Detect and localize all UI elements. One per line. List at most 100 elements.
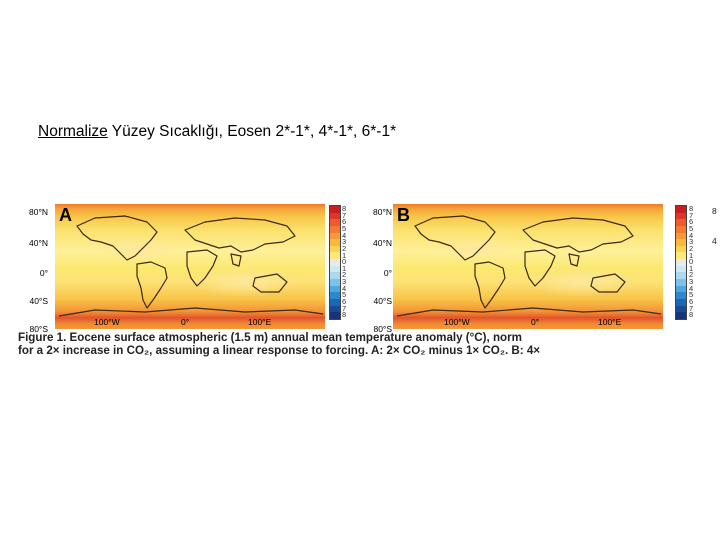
colorbar-tick-label: 3 — [689, 277, 694, 287]
colorbar-tick-label: 6 — [689, 217, 694, 227]
colorbar-tick-label: 3 — [689, 237, 694, 247]
colorbar-cell — [676, 225, 686, 233]
colorbar-cell — [330, 225, 340, 233]
lat-label: 80°S — [373, 324, 392, 334]
colorbar-cell — [676, 279, 686, 286]
colorbar-cell — [676, 298, 686, 306]
colorbar-cell — [676, 272, 686, 280]
lat-label: 40°S — [373, 296, 392, 306]
colorbar-cell — [330, 285, 340, 293]
colorbar-cell — [330, 206, 340, 213]
lat-label: 0° — [39, 268, 48, 278]
colorbar-cell — [330, 272, 340, 280]
colorbar-tick-label: 2 — [689, 270, 694, 280]
colorbar-cell — [330, 239, 340, 246]
colorbar-tick-label: 4 — [342, 230, 347, 240]
lon-label: 0° — [181, 317, 190, 327]
colorbar-cell — [330, 252, 340, 260]
lat-label: 40°S — [29, 296, 48, 306]
colorbar-cell — [676, 245, 686, 253]
colorbar-cell — [676, 212, 686, 220]
colorbar-cell — [330, 212, 340, 220]
colorbar-tick-label: 4 — [689, 283, 694, 293]
colorbar-cell — [330, 312, 340, 319]
australia-outline — [252, 273, 288, 293]
europe-asia-outline — [522, 217, 634, 253]
panel-letter: B — [397, 205, 410, 225]
colorbar-tick-label: 7 — [689, 303, 694, 313]
north-america-outline — [414, 215, 496, 261]
colorbar-cell — [676, 285, 686, 293]
colorbar-tick-label: 5 — [689, 223, 694, 233]
slide-title: Normalize Yüzey Sıcaklığı, Eosen 2*-1*, … — [38, 123, 396, 141]
colorbar-tick-label: 2 — [342, 243, 347, 253]
caption-line: Figure 1. Eocene surface atmospheric (1.… — [18, 332, 522, 344]
colorbar-cell — [330, 292, 340, 299]
australia-outline — [590, 273, 626, 293]
colorbar-tick-label: 4 — [689, 230, 694, 240]
colorbar-cell — [330, 279, 340, 286]
temperature-anomaly-map — [393, 204, 663, 329]
colorbar — [329, 205, 341, 320]
colorbar-tick-label: 6 — [342, 297, 347, 307]
colorbar — [675, 205, 687, 320]
colorbar-tick-label: 4 — [342, 283, 347, 293]
colorbar-tick-label: 0 — [689, 257, 694, 267]
colorbar-cell — [676, 265, 686, 273]
edge-label: 8 — [712, 206, 717, 216]
colorbar-tick-label: 8 — [342, 310, 347, 320]
colorbar-tick-label: 3 — [342, 277, 347, 287]
colorbar-tick-label: 5 — [342, 290, 347, 300]
lat-label: 40°N — [373, 238, 392, 248]
africa-outline — [524, 249, 556, 287]
colorbar-tick-label: 8 — [342, 204, 347, 213]
colorbar-tick-label: 7 — [342, 210, 347, 220]
south-america-outline — [136, 261, 168, 309]
colorbar-cell — [676, 292, 686, 299]
title-underlined-word: Normalize — [38, 123, 108, 140]
continent-outlines — [58, 215, 324, 317]
colorbar-tick-label: 5 — [342, 223, 347, 233]
colorbar-cell — [676, 239, 686, 246]
colorbar-cell — [330, 219, 340, 226]
colorbar-tick-label: 1 — [689, 250, 694, 260]
colorbar-tick-label: 1 — [342, 263, 347, 273]
longitude-labels: 100°W 0° 100°E 100°W 0° 100°E — [0, 317, 720, 329]
continent-outlines — [396, 215, 662, 317]
lon-label: 100°W — [94, 317, 120, 327]
lat-label: 80°N — [373, 207, 392, 217]
lon-label: 100°E — [248, 317, 272, 327]
lat-label: 80°S — [29, 324, 48, 334]
colorbar-cell — [676, 252, 686, 260]
colorbar-edge-labels: 8 4 — [712, 202, 720, 318]
europe-asia-outline — [184, 217, 296, 253]
colorbar-tick-label: 0 — [342, 257, 347, 267]
colorbar-tick-label: 8 — [689, 204, 694, 213]
lat-label: 0° — [383, 268, 392, 278]
colorbar-cell — [676, 232, 686, 240]
india-outline — [568, 253, 580, 267]
colorbar-tick-label: 1 — [342, 250, 347, 260]
panel-letter: A — [59, 205, 72, 225]
lon-label: 0° — [531, 317, 540, 327]
latitude-labels: 80°N 40°N 0° 40°S 80°S — [12, 202, 52, 334]
india-outline — [230, 253, 242, 267]
colorbar-tick-label: 6 — [689, 297, 694, 307]
colorbar-cell — [676, 219, 686, 226]
colorbar-tick-label: 7 — [342, 303, 347, 313]
colorbar-cell — [676, 259, 686, 266]
colorbar-tick-label: 2 — [689, 243, 694, 253]
antarctica-outline — [58, 307, 324, 317]
edge-label: 4 — [712, 236, 717, 246]
colorbar-cell — [330, 259, 340, 266]
temperature-anomaly-map — [55, 204, 325, 329]
colorbar-cell — [330, 245, 340, 253]
colorbar-cell — [330, 265, 340, 273]
antarctica-outline — [396, 307, 662, 317]
lat-label: 40°N — [29, 238, 48, 248]
colorbar-tick-label: 6 — [342, 217, 347, 227]
colorbar-cell — [676, 312, 686, 319]
